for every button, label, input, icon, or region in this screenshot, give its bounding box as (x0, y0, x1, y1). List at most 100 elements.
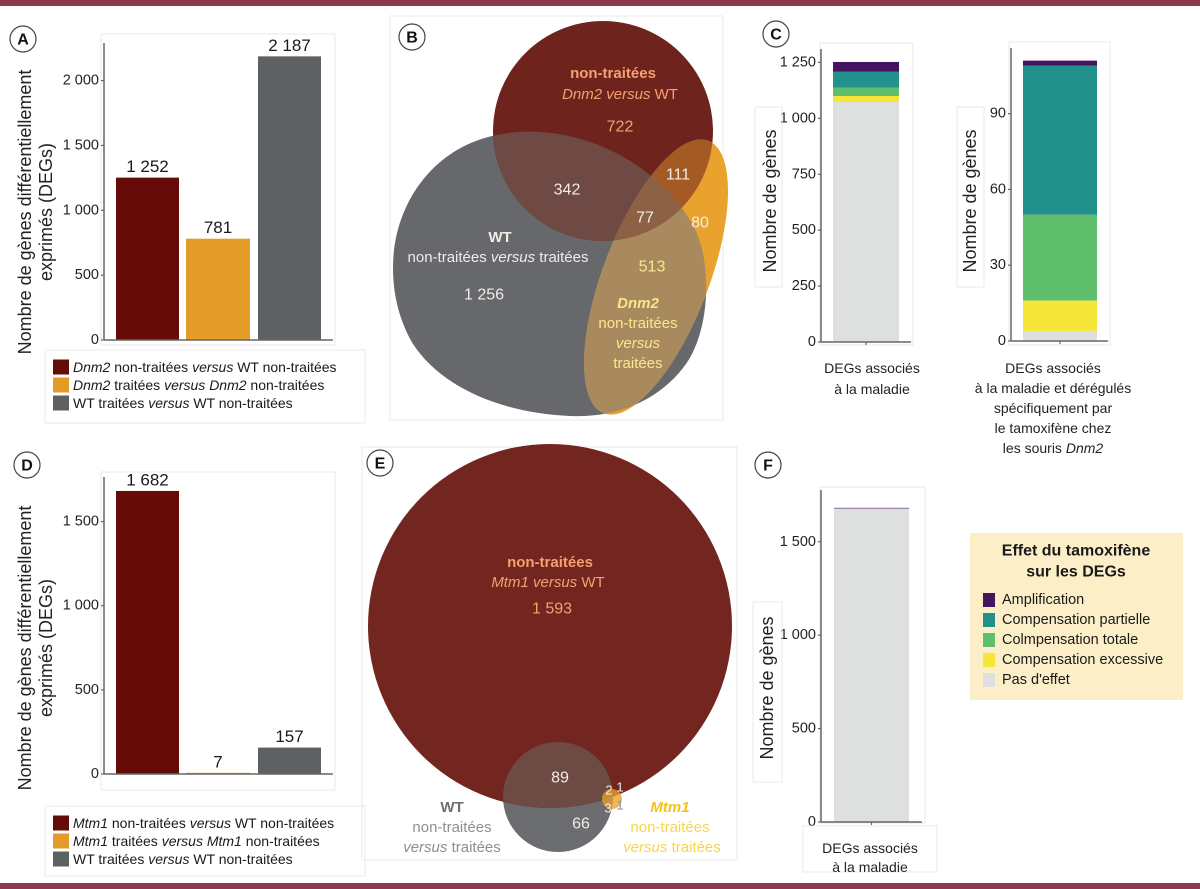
legend-background (970, 533, 1183, 700)
legend-swatch-compensation-excessive (983, 653, 995, 667)
y-axis-title-box (752, 601, 783, 783)
panel-b-venn-diagram: non-traitées Dnm2 versus WT WT non-trait… (389, 15, 729, 421)
chart-legend: Mtm1 non-traitées versus WT non-traitées… (44, 805, 366, 877)
panel-c-stacked-bar-tamoxifen-specific-degs: 0 30 60 90 Nombre de gènes DEGs associés à la … (956, 41, 1131, 456)
text-segment: WT non-traitées (189, 851, 292, 867)
text-segment: traitées (447, 839, 500, 856)
legend-label: WT traitées versus WT non-traitées (73, 851, 293, 867)
text-segment: Mtm1 (650, 799, 689, 816)
venn-region-count: 80 (691, 215, 709, 232)
text-segment: traitées (108, 833, 162, 849)
panel-label-d: D (13, 451, 41, 479)
venn-set-label: WT (440, 799, 463, 816)
venn-set-mtm1-vs-wt (368, 444, 732, 808)
x-axis-title-line: à la maladie et dérégulés (975, 380, 1131, 396)
y-axis-title: Nombre de gènes (760, 129, 780, 272)
y-axis-title: Nombre de gènes (960, 129, 980, 272)
panel-label-circle (754, 451, 782, 479)
venn-set-label: Mtm1 (650, 799, 689, 816)
y-tick-label: 90 (990, 106, 1006, 122)
bar (116, 177, 179, 340)
legend-swatch (53, 851, 69, 867)
text-segment: non-traitées (412, 819, 491, 836)
panel-d-bar-chart: 1 682 7 157 0 500 1 000 1 500 Nombre de gènes d… (15, 470, 366, 877)
bar-segment-pas-d-effet (833, 102, 899, 343)
y-tick-label: 500 (792, 721, 816, 737)
text-segment: WT (488, 229, 511, 246)
legend-label: Pas d'effet (1002, 672, 1070, 688)
venn-region-count: 89 (551, 770, 569, 787)
y-axis-title: Nombre de gènes différentiellement (15, 506, 35, 791)
venn-region-count: 2 (605, 783, 612, 798)
legend-title: Effet du tamoxifène (1002, 543, 1151, 560)
text-segment: WT (650, 86, 678, 103)
plot-area (819, 486, 926, 824)
venn-overlap-shape (493, 131, 707, 241)
text-segment: versus (162, 833, 203, 849)
text-segment: WT non-traitées (233, 359, 336, 375)
bar-value-label: 2 187 (268, 36, 311, 55)
x-axis-title-line: à la maladie (834, 381, 910, 397)
venn-set-label: non-traitées (598, 315, 677, 332)
y-tick-label: 0 (91, 766, 99, 782)
legend-swatch (53, 833, 69, 849)
text-segment: non-traitées (108, 815, 190, 831)
text-segment: versus (616, 335, 661, 352)
x-axis-title-line: spécifiquement par (994, 400, 1113, 416)
venn-set-label: non-traitées versus traitées (408, 249, 589, 266)
venn-region-count: 3 (604, 801, 611, 816)
bar (258, 56, 321, 340)
panel-label-a: A (9, 25, 37, 53)
venn-region-red-gray (493, 131, 707, 241)
venn-set-label: non-traitées (570, 65, 656, 82)
y-tick-label: 60 (990, 181, 1006, 197)
venn-region-count: 66 (572, 816, 590, 833)
text-segment: Dnm2 (209, 377, 247, 393)
legend-label: WT traitées versus WT non-traitées (73, 395, 293, 411)
panel-label-circle (9, 25, 37, 53)
x-axis-title-line: à la maladie (832, 859, 908, 875)
venn-set-label: versus traitées (623, 839, 721, 856)
bar-value-label: 781 (204, 218, 232, 237)
bar-segment-amplification (834, 507, 909, 509)
venn-set-label: Mtm1 versus WT (491, 574, 604, 591)
venn-region-count: 77 (636, 210, 654, 227)
legend-swatch-compensation-totale (983, 633, 995, 647)
venn-set-label: Dnm2 versus WT (562, 86, 678, 103)
legend-swatch (53, 377, 69, 393)
y-tick-label: 1 000 (780, 110, 816, 126)
venn-set-label: non-traitées (507, 554, 593, 571)
text-segment: versus (148, 851, 189, 867)
panel-label-b: B (398, 23, 426, 51)
bar-segment-compensation-excessive (1023, 300, 1097, 331)
panel-e-venn-diagram: non-traitées Mtm1 versus WT WT non-trait… (361, 444, 738, 861)
text-segment: DEGs associés (1005, 360, 1101, 376)
panel-label-circle (366, 449, 394, 477)
panel-c-stacked-bar-disease-degs: 0 250 500 750 1 000 1 250 Nombre de gènes DEGs … (754, 42, 920, 397)
venn-set-mtm1-untreated-vs-treated (602, 789, 622, 809)
panel-label-f: F (754, 451, 782, 479)
venn-overlap-shape (503, 742, 613, 808)
x-axis-title-line: DEGs associés (822, 840, 918, 856)
venn-set-label: Dnm2 (617, 295, 659, 312)
panel-f-stacked-bar-disease-degs: 0 500 1 000 1 500 Nombre de gènes DEGs associ… (752, 486, 938, 875)
venn-region-red-gray (503, 742, 613, 808)
venn-set-label: versus (616, 335, 661, 352)
y-axis-title: exprimés (DEGs) (36, 579, 56, 717)
text-segment: Dnm2 (562, 86, 603, 103)
panel-a-bar-chart: 1 252 781 2 187 0 500 1 000 1 500 2 000 Nombre d… (15, 33, 366, 424)
panel-label-letter: C (770, 27, 782, 44)
text-segment: non-traitées (242, 833, 320, 849)
text-segment: versus (192, 359, 233, 375)
top-border-bar (0, 0, 1200, 6)
bar-value-label: 1 252 (126, 157, 169, 176)
y-tick-label: 0 (998, 333, 1006, 349)
text-segment: à la maladie (834, 381, 910, 397)
bar (186, 238, 250, 340)
bar-segment-amplification (833, 61, 899, 72)
text-segment: Dnm2 (1066, 440, 1104, 456)
venn-set-label: WT (488, 229, 511, 246)
bar-segment-amplification (1023, 60, 1097, 66)
